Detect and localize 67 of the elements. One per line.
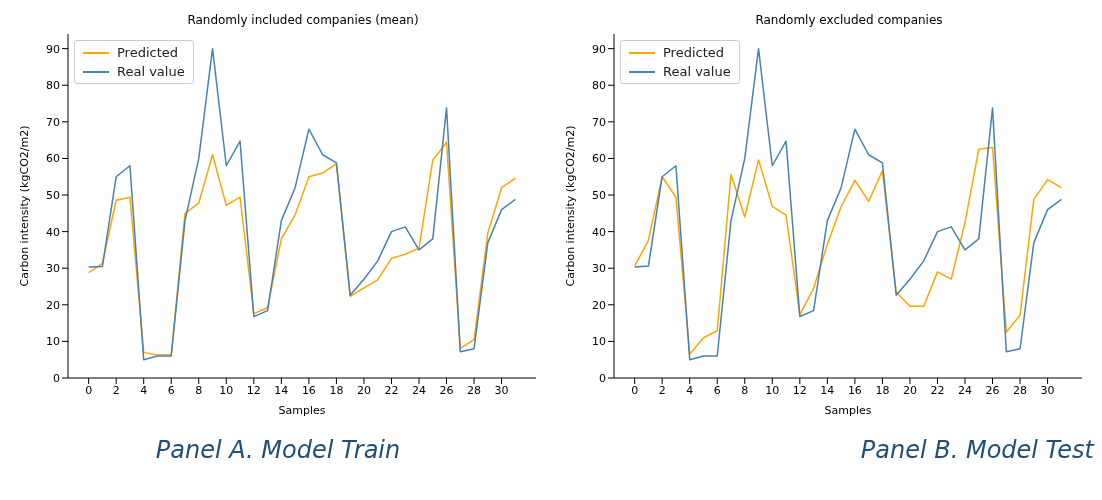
x-tick-label: 14 — [274, 383, 289, 397]
x-tick-label: 24 — [412, 383, 426, 397]
x-axis-title: Samples — [824, 404, 872, 417]
y-tick-label: 40 — [46, 225, 60, 239]
x-tick-label: 12 — [246, 383, 261, 397]
y-tick-label: 30 — [46, 262, 60, 276]
x-tick-label: 30 — [1040, 383, 1055, 397]
y-tick-label: 50 — [46, 188, 60, 202]
x-tick-label: 26 — [439, 383, 454, 397]
line-series — [633, 47, 1063, 361]
x-tick-label: 8 — [741, 383, 749, 397]
y-axis-title: Carbon intensity (kgCO2/m2) — [17, 125, 31, 287]
x-tick-label: 0 — [85, 383, 93, 397]
x-tick-label: 8 — [195, 383, 203, 397]
y-tick-label: 90 — [592, 42, 606, 56]
x-tick-label: 12 — [792, 383, 807, 397]
y-tick-label: 40 — [592, 225, 606, 239]
x-axis-title: Samples — [278, 404, 326, 417]
x-tick-label: 20 — [356, 383, 371, 397]
legend-label: Real value — [117, 63, 185, 81]
y-tick-label: 90 — [46, 42, 60, 56]
y-tick-label: 20 — [592, 298, 606, 312]
legend-label: Real value — [663, 63, 731, 81]
line-series — [87, 47, 517, 361]
x-tick-label: 24 — [958, 383, 972, 397]
x-tick-label: 22 — [384, 383, 399, 397]
x-tick-label: 28 — [467, 383, 482, 397]
x-tick-label: 26 — [985, 383, 1000, 397]
x-tick-label: 20 — [902, 383, 917, 397]
y-tick-label: 50 — [592, 188, 606, 202]
y-tick-label: 60 — [592, 152, 606, 166]
legend-label: Predicted — [663, 44, 725, 62]
x-tick-label: 6 — [713, 383, 721, 397]
y-axis-title: Carbon intensity (kgCO2/m2) — [563, 125, 577, 287]
x-tick-label: 30 — [494, 383, 509, 397]
y-tick-label: 20 — [46, 298, 60, 312]
x-tick-label: 10 — [219, 383, 234, 397]
x-tick-label: 18 — [329, 383, 344, 397]
y-tick-label: 80 — [46, 79, 60, 93]
chart-title: Randomly excluded companies — [755, 13, 943, 27]
y-tick-label: 70 — [46, 115, 60, 129]
text: Panel A. Model Train — [154, 436, 402, 464]
y-tick-label: 60 — [46, 152, 60, 166]
y-tick-label: 0 — [53, 371, 60, 385]
y-tick-label: 10 — [592, 335, 606, 349]
legend-label: Predicted — [117, 44, 179, 62]
x-tick-label: 6 — [167, 383, 175, 397]
x-tick-label: 0 — [631, 383, 639, 397]
x-tick-label: 22 — [930, 383, 945, 397]
x-tick-label: 16 — [301, 383, 316, 397]
text: Panel B. Model Test — [859, 436, 1094, 464]
x-tick-label: 2 — [658, 383, 666, 397]
x-tick-label: 4 — [686, 383, 694, 397]
line-series — [633, 146, 1063, 355]
x-tick-label: 14 — [820, 383, 835, 397]
x-tick-label: 18 — [875, 383, 890, 397]
y-tick-label: 70 — [592, 115, 606, 129]
x-tick-label: 4 — [140, 383, 148, 397]
y-tick-label: 0 — [599, 371, 606, 385]
y-tick-label: 80 — [592, 79, 606, 93]
x-tick-label: 10 — [765, 383, 780, 397]
y-tick-label: 30 — [592, 262, 606, 276]
x-tick-label: 16 — [847, 383, 862, 397]
x-tick-label: 2 — [112, 383, 120, 397]
y-tick-label: 10 — [46, 335, 60, 349]
x-tick-label: 28 — [1013, 383, 1028, 397]
chart-title: Randomly included companies (mean) — [187, 13, 419, 27]
